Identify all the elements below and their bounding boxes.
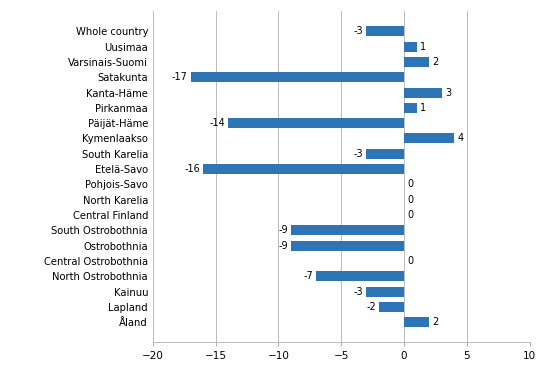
Text: 4: 4 bbox=[458, 133, 464, 144]
Bar bbox=[404, 103, 417, 113]
Bar bbox=[404, 42, 417, 52]
Text: -9: -9 bbox=[278, 225, 288, 235]
Bar bbox=[404, 133, 454, 143]
Text: -9: -9 bbox=[278, 241, 288, 251]
Text: -3: -3 bbox=[354, 287, 363, 297]
Text: -3: -3 bbox=[354, 26, 363, 36]
Text: 2: 2 bbox=[432, 317, 438, 327]
Text: 0: 0 bbox=[407, 195, 413, 205]
Bar bbox=[291, 241, 404, 250]
Bar bbox=[366, 149, 404, 159]
Text: 0: 0 bbox=[407, 179, 413, 190]
Bar bbox=[316, 271, 404, 281]
Text: -17: -17 bbox=[171, 72, 187, 82]
Bar bbox=[404, 88, 442, 97]
Text: -7: -7 bbox=[303, 271, 313, 281]
Bar bbox=[366, 26, 404, 36]
Text: 0: 0 bbox=[407, 210, 413, 220]
Text: 1: 1 bbox=[420, 42, 426, 52]
Bar bbox=[379, 302, 404, 312]
Bar bbox=[404, 317, 429, 327]
Bar bbox=[228, 118, 404, 128]
Bar bbox=[404, 57, 429, 67]
Bar bbox=[366, 287, 404, 297]
Bar bbox=[191, 72, 404, 82]
Text: -2: -2 bbox=[366, 302, 376, 312]
Text: -14: -14 bbox=[209, 118, 225, 128]
Text: 0: 0 bbox=[407, 256, 413, 266]
Text: -3: -3 bbox=[354, 149, 363, 159]
Text: 2: 2 bbox=[432, 57, 438, 67]
Bar bbox=[203, 164, 404, 174]
Bar bbox=[291, 225, 404, 235]
Text: 3: 3 bbox=[445, 88, 451, 97]
Text: -16: -16 bbox=[184, 164, 200, 174]
Text: 1: 1 bbox=[420, 103, 426, 113]
